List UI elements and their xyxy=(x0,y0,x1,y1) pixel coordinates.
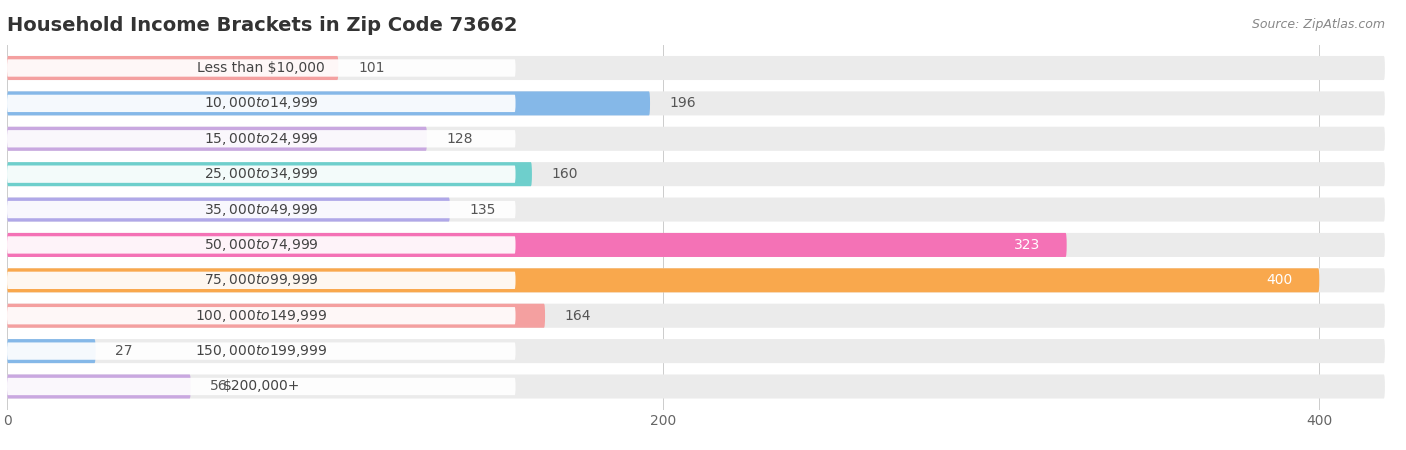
FancyBboxPatch shape xyxy=(7,198,450,221)
FancyBboxPatch shape xyxy=(7,91,1385,115)
Text: $50,000 to $74,999: $50,000 to $74,999 xyxy=(204,237,319,253)
FancyBboxPatch shape xyxy=(7,236,516,254)
Text: $35,000 to $49,999: $35,000 to $49,999 xyxy=(204,202,319,217)
FancyBboxPatch shape xyxy=(7,56,1385,80)
FancyBboxPatch shape xyxy=(7,201,516,218)
FancyBboxPatch shape xyxy=(7,339,1385,363)
Text: $25,000 to $34,999: $25,000 to $34,999 xyxy=(204,166,319,182)
Text: $15,000 to $24,999: $15,000 to $24,999 xyxy=(204,131,319,147)
Text: 196: 196 xyxy=(669,96,696,110)
FancyBboxPatch shape xyxy=(7,95,516,112)
FancyBboxPatch shape xyxy=(7,268,1385,292)
FancyBboxPatch shape xyxy=(7,127,1385,151)
Text: 164: 164 xyxy=(565,309,592,323)
FancyBboxPatch shape xyxy=(7,304,1385,328)
FancyBboxPatch shape xyxy=(7,374,191,399)
FancyBboxPatch shape xyxy=(7,233,1385,257)
Text: 27: 27 xyxy=(115,344,132,358)
FancyBboxPatch shape xyxy=(7,339,96,363)
Text: Source: ZipAtlas.com: Source: ZipAtlas.com xyxy=(1251,18,1385,31)
FancyBboxPatch shape xyxy=(7,166,516,183)
Text: $150,000 to $199,999: $150,000 to $199,999 xyxy=(195,343,328,359)
FancyBboxPatch shape xyxy=(7,307,516,324)
FancyBboxPatch shape xyxy=(7,268,1319,292)
Text: $75,000 to $99,999: $75,000 to $99,999 xyxy=(204,272,319,288)
FancyBboxPatch shape xyxy=(7,374,1385,399)
Text: 323: 323 xyxy=(1014,238,1040,252)
FancyBboxPatch shape xyxy=(7,162,1385,186)
FancyBboxPatch shape xyxy=(7,233,1067,257)
FancyBboxPatch shape xyxy=(7,130,516,148)
Text: $200,000+: $200,000+ xyxy=(222,379,299,393)
Text: 128: 128 xyxy=(447,132,474,146)
FancyBboxPatch shape xyxy=(7,272,516,289)
FancyBboxPatch shape xyxy=(7,91,650,115)
Text: 135: 135 xyxy=(470,202,496,216)
FancyBboxPatch shape xyxy=(7,378,516,395)
FancyBboxPatch shape xyxy=(7,342,516,360)
FancyBboxPatch shape xyxy=(7,127,427,151)
FancyBboxPatch shape xyxy=(7,304,546,328)
FancyBboxPatch shape xyxy=(7,198,1385,221)
FancyBboxPatch shape xyxy=(7,59,516,76)
Text: 56: 56 xyxy=(211,379,228,393)
FancyBboxPatch shape xyxy=(7,56,339,80)
Text: 101: 101 xyxy=(359,61,385,75)
FancyBboxPatch shape xyxy=(7,162,531,186)
Text: $10,000 to $14,999: $10,000 to $14,999 xyxy=(204,95,319,112)
Text: Less than $10,000: Less than $10,000 xyxy=(197,61,325,75)
Text: 160: 160 xyxy=(551,167,578,181)
Text: 400: 400 xyxy=(1267,273,1294,288)
Text: Household Income Brackets in Zip Code 73662: Household Income Brackets in Zip Code 73… xyxy=(7,16,517,35)
Text: $100,000 to $149,999: $100,000 to $149,999 xyxy=(195,308,328,324)
